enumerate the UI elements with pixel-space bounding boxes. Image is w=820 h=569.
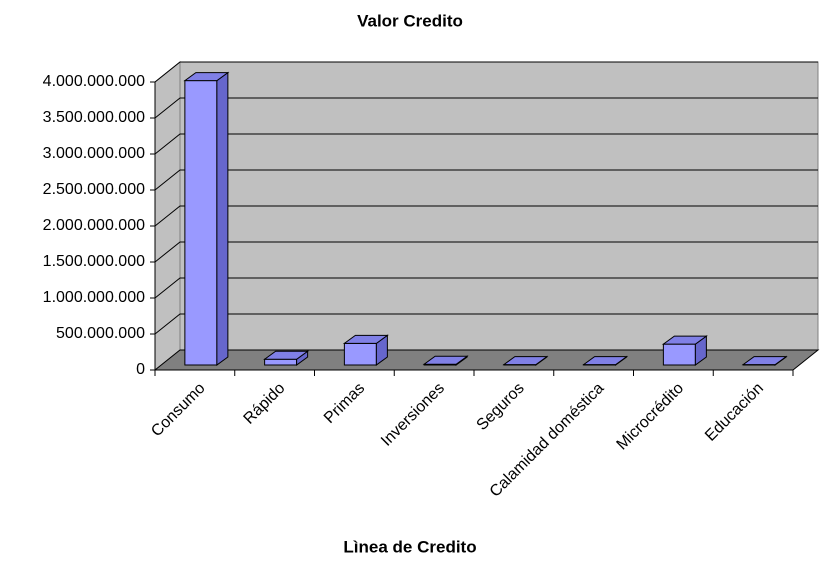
grid-line xyxy=(154,133,818,155)
x-tick-label: Educación xyxy=(702,380,767,445)
y-tick-label: 500.000.000 xyxy=(56,325,145,342)
y-tick-label: 1.000.000.000 xyxy=(43,289,145,306)
bar-top xyxy=(502,356,549,366)
bar-top xyxy=(263,350,310,360)
x-tick-label: Rápido xyxy=(241,380,289,428)
grid-line xyxy=(154,277,818,299)
bar-top xyxy=(342,334,389,344)
bar-top xyxy=(661,335,708,345)
y-tick-label: 3.000.000.000 xyxy=(43,145,145,162)
bar-top xyxy=(582,356,629,366)
y-tick-label: 2.000.000.000 xyxy=(43,217,145,234)
bar-front xyxy=(264,358,298,366)
grid-line xyxy=(154,205,818,227)
y-tick-label: 0 xyxy=(136,361,145,378)
y-tick-label: 2.500.000.000 xyxy=(43,181,145,198)
floor xyxy=(153,349,820,371)
grid-line xyxy=(154,61,818,83)
y-tick-label: 4.000.000.000 xyxy=(43,73,145,90)
x-tick-label: Primas xyxy=(321,380,368,427)
grid-line xyxy=(154,97,818,119)
x-tick-label: Microcrédito xyxy=(614,380,688,454)
bar-front xyxy=(184,80,218,366)
x-axis-title: Lìnea de Credito xyxy=(343,537,476,556)
bar-side xyxy=(216,71,229,366)
bar-top xyxy=(422,355,469,365)
y-tick-label: 3.500.000.000 xyxy=(43,109,145,126)
grid-line xyxy=(154,313,818,335)
grid-line xyxy=(154,169,818,191)
bar-front xyxy=(662,343,696,366)
grid-line xyxy=(154,241,818,263)
y-tick-label: 1.500.000.000 xyxy=(43,253,145,270)
x-tick-label: Consumo xyxy=(148,380,209,441)
x-tick-label: Seguros xyxy=(474,380,528,434)
bar-top xyxy=(741,356,788,366)
chart-title: Valor Credito xyxy=(357,11,463,30)
bar-front xyxy=(343,342,377,366)
x-tick-label: Inversiones xyxy=(378,380,448,450)
bar-top xyxy=(183,72,230,82)
